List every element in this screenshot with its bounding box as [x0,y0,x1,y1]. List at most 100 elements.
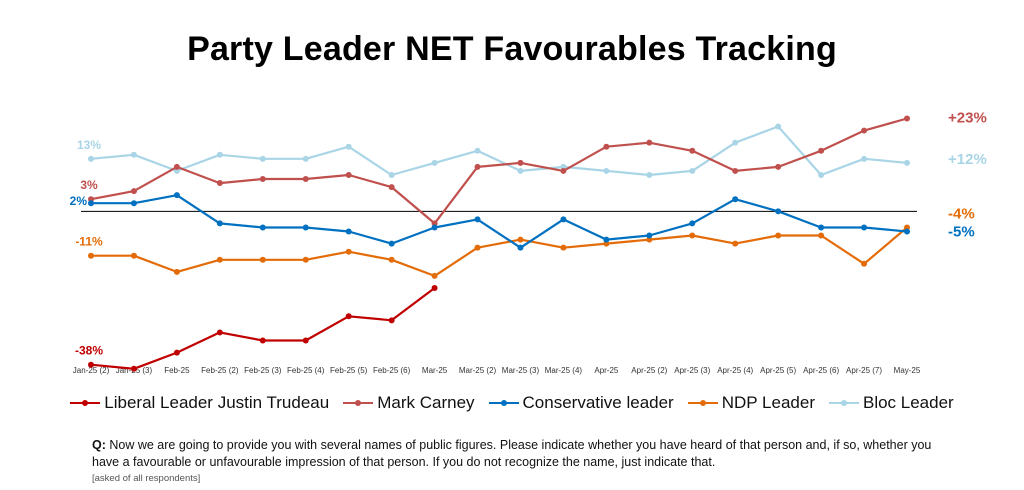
data-point [646,139,653,146]
data-point [345,248,352,255]
data-point [345,143,352,150]
data-point [216,220,223,227]
data-point [216,180,223,187]
question-prefix: Q: [92,438,106,452]
data-point [216,256,223,263]
data-point [216,329,223,336]
legend-swatch [687,396,718,410]
x-tick-label: Feb-25 (6) [373,366,411,375]
start-label: 3% [80,178,98,192]
data-point [173,192,180,199]
series-line [90,287,436,370]
x-tick-label: Feb-25 (5) [330,366,368,375]
series-line [90,117,908,225]
legend-swatch [70,396,101,410]
data-point [431,272,438,279]
data-point [775,163,782,170]
data-point [302,256,309,263]
data-point [173,163,180,170]
data-point [560,216,567,223]
data-point [603,143,610,150]
x-tick-label: Mar-25 (3) [502,366,540,375]
data-point [775,208,782,215]
question-body: Now we are going to provide you with sev… [92,438,932,469]
chart-title: Party Leader NET Favourables Tracking [187,30,837,68]
x-tick-label: Mar-25 (2) [459,366,497,375]
legend-swatch [828,396,859,410]
data-point [689,167,696,174]
data-point [689,220,696,227]
data-point [259,224,266,231]
data-point [302,337,309,344]
data-point [474,147,481,154]
data-point [904,228,910,235]
data-point [818,232,825,239]
legend-item: Bloc Leader [828,393,954,413]
data-point [88,252,94,259]
end-label: -5% [948,224,975,241]
series-line [91,194,908,249]
data-point [302,155,309,162]
x-tick-label: Apr-25 (3) [674,366,710,375]
start-label: 2% [70,194,88,208]
series-mark-carney [88,115,910,227]
data-point [517,244,524,251]
data-point [216,151,223,158]
data-point [88,361,94,368]
series-line [91,226,908,277]
data-point [259,337,266,344]
legend: Liberal Leader Justin Trudeau Mark Carney… [0,393,1024,413]
data-point [302,176,309,183]
data-point [345,228,352,235]
start-label: -11% [75,235,103,249]
x-tick-label: Apr-25 (7) [846,366,882,375]
series-liberal-leader-justin-trudeau [88,285,438,372]
data-point [904,115,910,122]
data-point [861,155,868,162]
data-point [431,285,438,292]
end-label: +23% [948,109,987,126]
data-point [818,224,825,231]
x-tick-label: Mar-25 [422,366,448,375]
data-point [88,200,94,207]
data-point [388,184,395,191]
data-point [130,151,137,158]
data-point [818,147,825,154]
data-point [861,127,868,134]
data-point [345,313,352,320]
data-point [603,236,610,243]
data-point [302,224,309,231]
x-tick-label: Apr-25 (6) [803,366,839,375]
data-point [904,159,910,166]
data-point [173,268,180,275]
data-point [388,317,395,324]
line-chart: Jan-25 (2) Jan-25 (3) Feb-25 Feb-25 (2) Feb-… [70,109,987,375]
data-point [775,232,782,239]
question-text: Q: Now we are going to provide you with … [92,437,942,471]
legend-item: Conservative leader [488,393,674,413]
data-point [474,244,481,251]
data-point [517,167,524,174]
data-point [861,260,868,267]
end-label: -4% [948,205,975,222]
data-point [861,224,868,231]
legend-swatch [488,396,519,410]
data-point [646,171,653,178]
data-point [517,236,524,243]
legend-swatch [343,396,374,410]
legend-label: Liberal Leader Justin Trudeau [104,393,330,412]
data-point [88,155,94,162]
x-tick-label: Feb-25 (4) [287,366,325,375]
legend-label: Bloc Leader [862,393,954,412]
data-point [818,171,825,178]
data-point [732,139,739,146]
x-tick-label: Apr-25 [594,366,619,375]
series-conservative-leader [88,192,910,251]
x-tick-label: Feb-25 [164,366,190,375]
x-tick-label: Mar-25 (4) [545,366,583,375]
data-point [130,365,137,372]
data-point [173,349,180,356]
x-tick-label: May-25 [894,366,921,375]
series-layer [88,115,910,372]
data-point [560,244,567,251]
